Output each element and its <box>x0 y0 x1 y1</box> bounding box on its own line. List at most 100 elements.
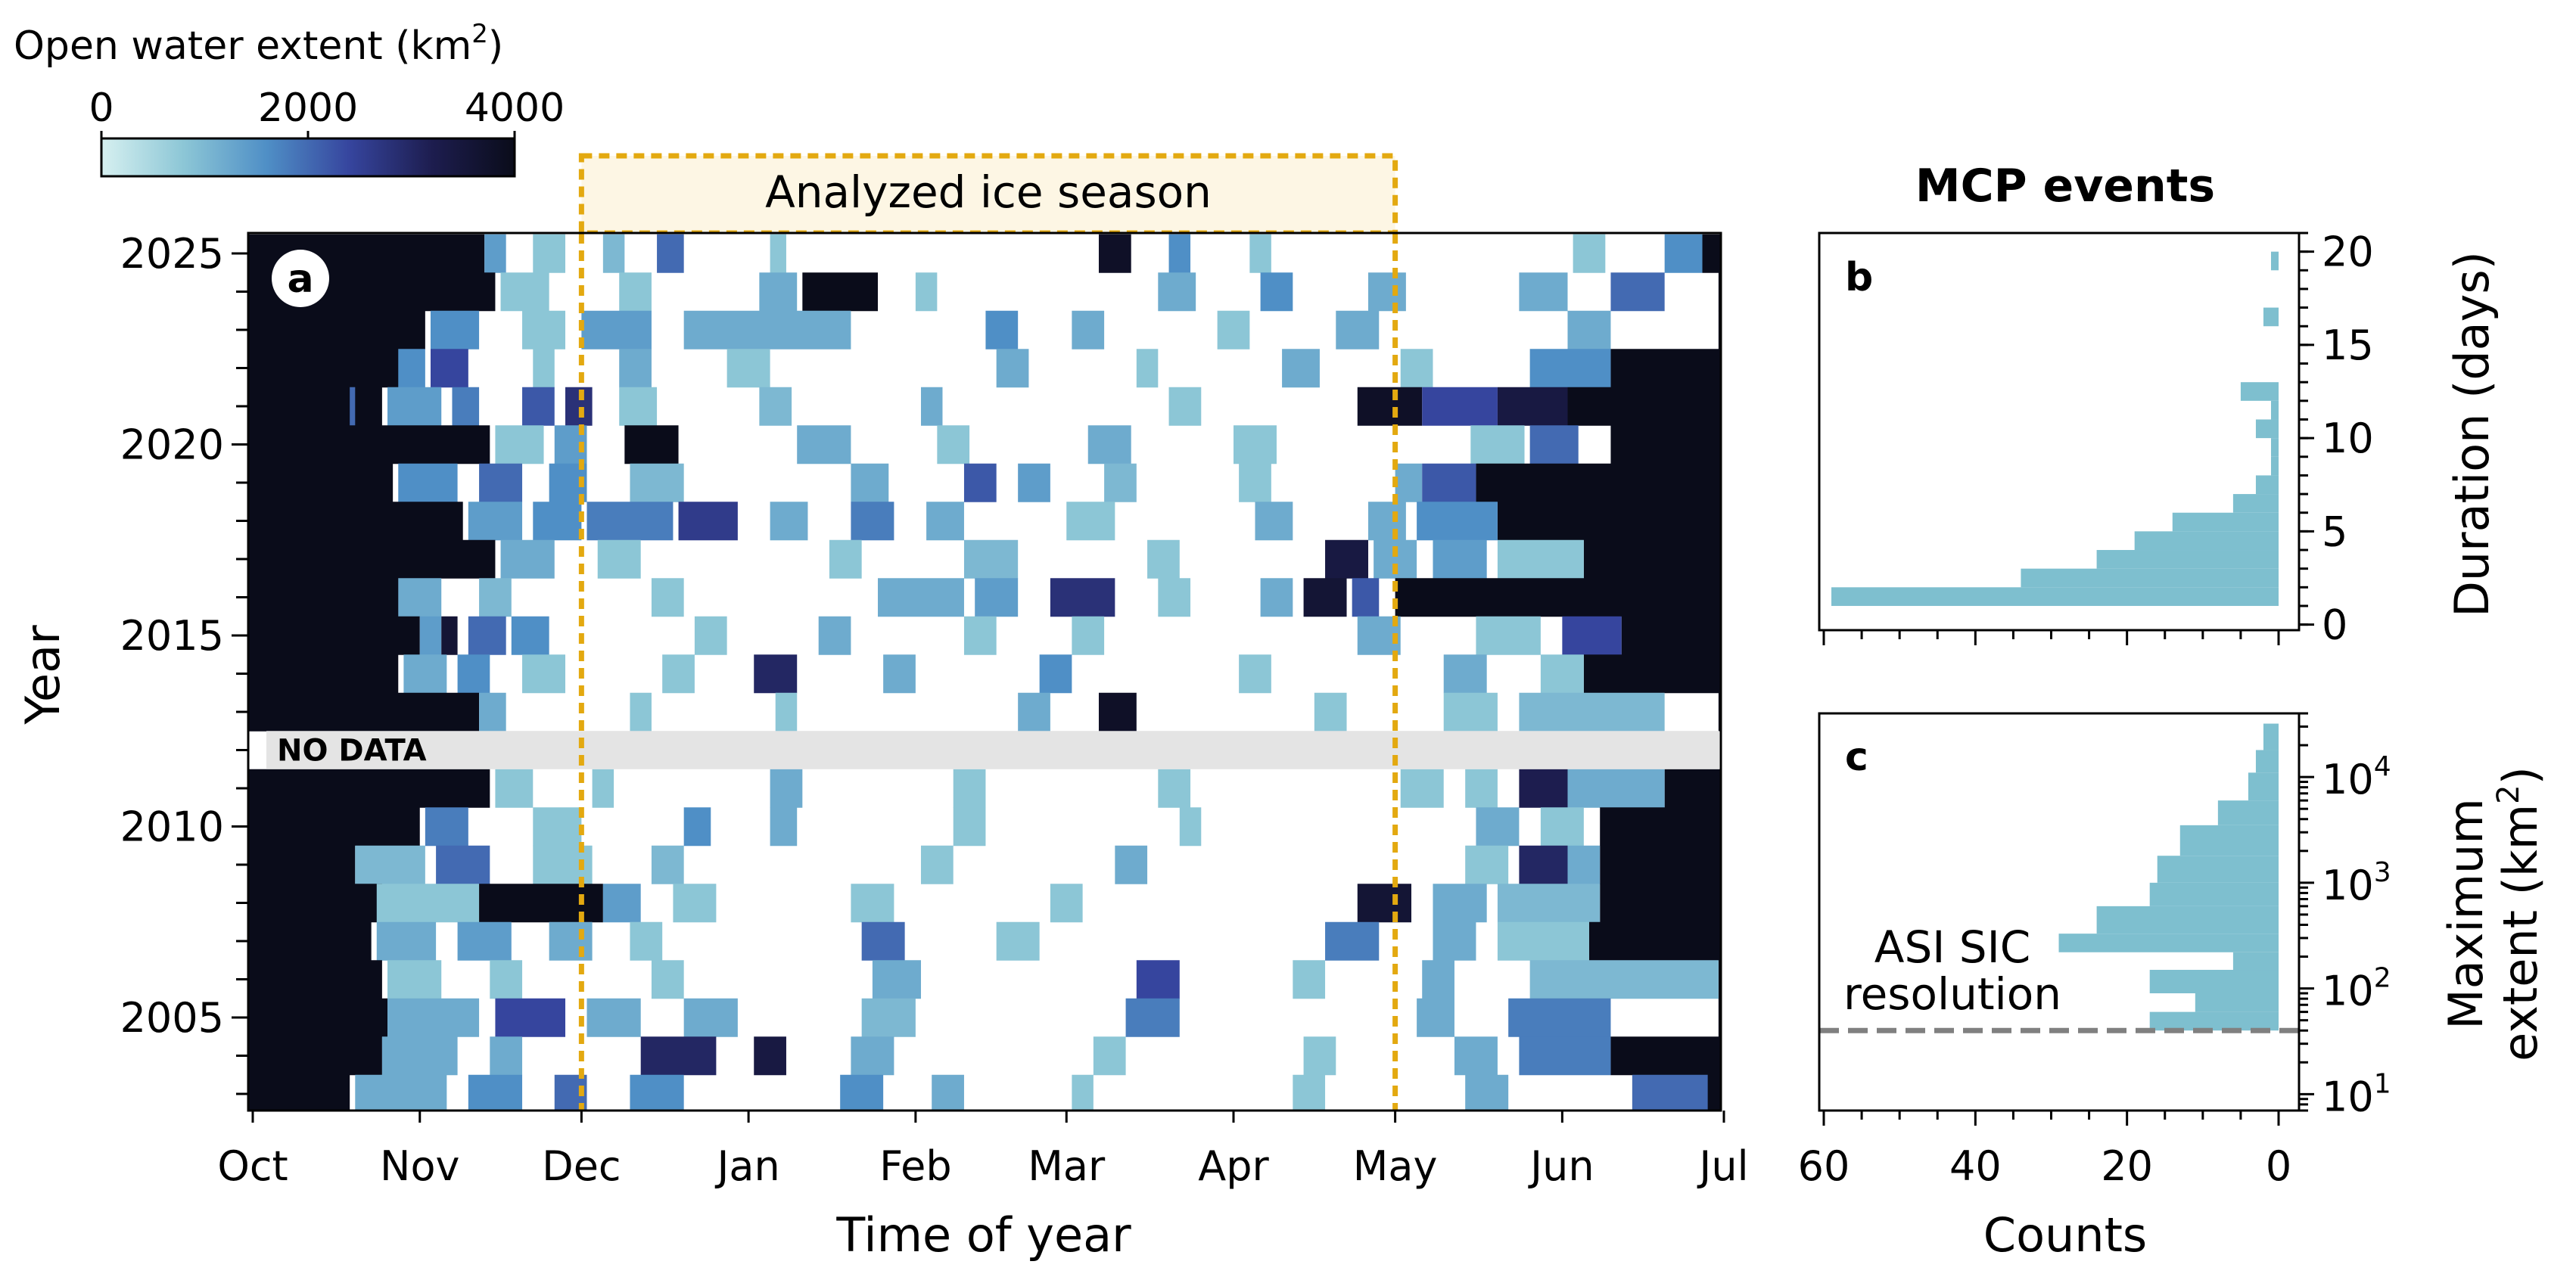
heatmap-cell <box>1087 425 1131 464</box>
heatmap-cell <box>1476 807 1520 847</box>
y-tick-label: 102 <box>2322 963 2391 1015</box>
heatmap-cell <box>597 539 641 579</box>
heatmap-cell <box>1497 884 1601 923</box>
heatmap-cell <box>775 692 798 732</box>
heatmap-cell <box>770 769 803 808</box>
heatmap-cell <box>549 921 593 961</box>
heatmap-cell <box>630 463 684 502</box>
heatmap-cell <box>1600 845 1721 884</box>
y-axis-label-c: Maximum extent (km2) <box>2438 766 2548 1061</box>
heatmap-cell <box>495 769 534 808</box>
heatmap-cell <box>387 998 480 1037</box>
x-axis-label-c: Counts <box>1983 1207 2147 1263</box>
heatmap-cell <box>1718 998 1721 1037</box>
colorbar-tick-label: 2000 <box>258 85 358 131</box>
heatmap-cell <box>441 616 458 655</box>
heatmap-cell <box>754 654 798 694</box>
heatmap-cell <box>419 616 442 655</box>
heatmap-cell <box>872 960 921 999</box>
heatmap-cell <box>398 349 425 388</box>
heatmap-cell <box>1336 310 1380 350</box>
y-tick-label: 104 <box>2322 751 2391 803</box>
heatmap-cell <box>1470 425 1525 464</box>
y-tick-label: 20 <box>2322 228 2374 276</box>
heatmap-cell <box>932 1074 964 1111</box>
heatmap-cell <box>770 234 786 273</box>
heatmap-cell <box>1136 960 1180 999</box>
no-data-label: NO DATA <box>277 734 427 769</box>
heatmap-cell <box>1718 310 1721 350</box>
heatmap-cell <box>1664 234 1703 273</box>
heatmap-cell <box>248 998 388 1037</box>
heatmap-cell <box>1239 463 1271 502</box>
heatmap-cell <box>1610 425 1721 464</box>
heatmap-cell <box>1115 845 1148 884</box>
heatmap-cell <box>248 387 382 426</box>
heatmap-cell <box>533 807 582 847</box>
x-tick-label: Dec <box>542 1142 621 1190</box>
asi-resolution-label: ASI SIC <box>1874 921 2030 973</box>
heatmap-cell <box>678 502 738 541</box>
y-axis-label-c-line1: Maximum <box>2438 798 2494 1030</box>
heatmap-cell <box>1632 1074 1708 1111</box>
heatmap-cell <box>1239 654 1271 694</box>
heatmap-cell <box>1303 578 1347 617</box>
heatmap-cell <box>770 502 808 541</box>
y-tick-label: 2010 <box>120 803 224 851</box>
heatmap-cell <box>248 654 399 694</box>
histogram-bar <box>2195 993 2279 1012</box>
histogram-bar <box>2232 952 2279 971</box>
heatmap-cell <box>1422 463 1476 502</box>
heatmap-cell <box>1282 349 1320 388</box>
heatmap-cell <box>1519 692 1665 732</box>
heatmap-cell <box>985 310 1019 350</box>
heatmap-cell <box>920 845 954 884</box>
heatmap-cell <box>1072 310 1105 350</box>
heatmap-cell <box>1395 463 1423 502</box>
y-axis-label-c-line2: extent (km2) <box>2491 766 2548 1061</box>
heatmap-cell <box>926 502 964 541</box>
histogram-bar <box>2270 438 2279 457</box>
heatmap-cell <box>861 998 916 1037</box>
heatmap-cell <box>468 616 506 655</box>
heatmap-cell <box>430 349 468 388</box>
histogram-bar <box>2270 456 2279 476</box>
heatmap-cell <box>1093 1036 1126 1076</box>
heatmap-cell <box>683 310 851 350</box>
heatmap-cell <box>1529 960 1719 999</box>
heatmap-cell <box>1562 616 1622 655</box>
heatmap-cell <box>1529 425 1579 464</box>
histogram-bar <box>2149 1011 2279 1031</box>
heatmap-cell <box>797 425 851 464</box>
no-data-band-rect <box>266 731 1719 769</box>
heatmap-cell <box>1508 998 1611 1037</box>
heatmap-cell <box>248 769 490 808</box>
heatmap-cell <box>511 616 549 655</box>
heatmap-cell <box>248 502 463 541</box>
heatmap-cell <box>1260 272 1293 312</box>
heatmap-cell <box>500 539 555 579</box>
heatmap-cell <box>1465 845 1509 884</box>
heatmap-cell <box>355 1074 447 1111</box>
heatmap-cell <box>495 998 566 1037</box>
heatmap-cell <box>1217 310 1250 350</box>
heatmap-cell <box>1583 654 1721 694</box>
heatmap-cell <box>1433 921 1476 961</box>
heatmap-cell <box>1610 272 1665 312</box>
heatmap-cell <box>759 387 792 426</box>
heatmap-cell <box>1136 349 1159 388</box>
heatmap-cell <box>1497 387 1568 426</box>
season-dashed-lines <box>578 233 1398 1111</box>
heatmap-cell <box>1583 539 1721 579</box>
y-tick-label: 2025 <box>120 230 224 278</box>
heatmap-cell <box>651 578 684 617</box>
heatmap-cell <box>1519 272 1568 312</box>
histogram-bar <box>2157 856 2279 883</box>
panel-a: Analyzed ice season NO DATA a Oct Nov Dec J… <box>15 153 1749 1263</box>
heatmap-cell <box>883 654 916 694</box>
heatmap-cell <box>602 234 625 273</box>
heatmap-cell <box>1540 807 1584 847</box>
y-axis-label-b: Duration (days) <box>2444 251 2500 617</box>
heatmap-cell <box>1567 845 1601 884</box>
